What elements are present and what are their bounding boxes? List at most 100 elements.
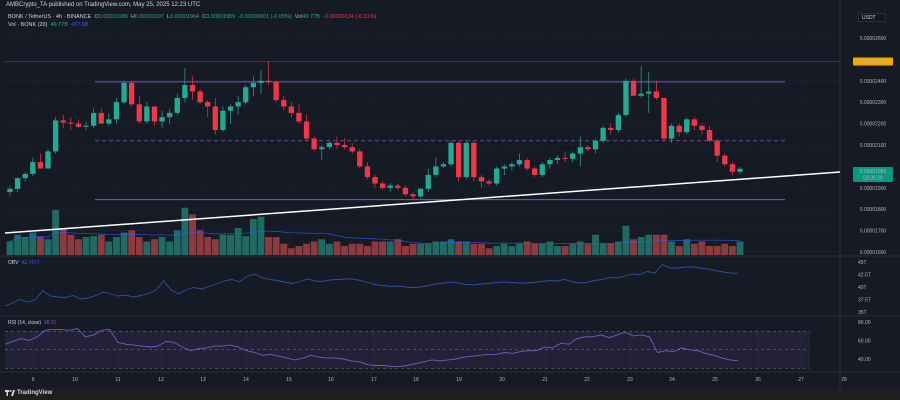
candle-body[interactable]	[68, 122, 74, 124]
candle-body[interactable]	[395, 185, 401, 188]
candle-body[interactable]	[250, 82, 256, 88]
candle-body[interactable]	[699, 125, 705, 131]
candle-body[interactable]	[737, 168, 743, 172]
candle-body[interactable]	[714, 140, 720, 156]
candle-body[interactable]	[106, 119, 112, 124]
candle-body[interactable]	[98, 112, 104, 124]
candle-body[interactable]	[638, 93, 644, 96]
candle-body[interactable]	[547, 159, 553, 165]
candle-body[interactable]	[326, 142, 333, 148]
candle-body[interactable]	[281, 100, 287, 107]
candle-body[interactable]	[52, 120, 59, 152]
candle-body[interactable]	[129, 82, 135, 105]
candle-body[interactable]	[516, 159, 523, 165]
candle-body[interactable]	[608, 127, 614, 131]
candle-body[interactable]	[410, 194, 416, 197]
candle-body[interactable]	[630, 80, 637, 96]
candle-body[interactable]	[417, 188, 424, 197]
candle-body[interactable]	[509, 164, 515, 167]
candle-body[interactable]	[75, 123, 82, 127]
candle-body[interactable]	[167, 112, 173, 118]
candle-body[interactable]	[722, 155, 728, 165]
candle-body[interactable]	[494, 168, 500, 184]
candle-body[interactable]	[212, 106, 218, 131]
tradingview-logo[interactable]: TradingView	[5, 390, 52, 396]
candle-body[interactable]	[676, 125, 682, 133]
candle-body[interactable]	[585, 147, 591, 150]
candle-body[interactable]	[554, 157, 561, 160]
candle-body[interactable]	[668, 125, 675, 139]
candle-body[interactable]	[478, 177, 485, 182]
candle-body[interactable]	[90, 112, 97, 126]
high-price-label[interactable]	[853, 57, 893, 66]
candle-body[interactable]	[600, 127, 606, 141]
candle-body[interactable]	[83, 125, 89, 127]
candle-body[interactable]	[205, 102, 211, 107]
candle-body[interactable]	[646, 91, 652, 94]
candle-body[interactable]	[121, 82, 127, 103]
candle-body[interactable]	[706, 130, 713, 141]
candle-body[interactable]	[37, 162, 44, 169]
candle-body[interactable]	[151, 106, 158, 122]
candle-body[interactable]	[197, 91, 203, 103]
candle-body[interactable]	[455, 142, 462, 178]
candle-body[interactable]	[319, 147, 325, 150]
candle-body[interactable]	[577, 147, 583, 154]
candle-body[interactable]	[303, 121, 310, 139]
candle-body[interactable]	[220, 110, 226, 131]
candle-body[interactable]	[288, 106, 295, 113]
candle-body[interactable]	[22, 173, 28, 179]
candle-body[interactable]	[182, 85, 188, 98]
candle-body[interactable]	[729, 164, 736, 172]
candle-body[interactable]	[661, 97, 667, 139]
candle-body[interactable]	[623, 80, 629, 116]
candle-body[interactable]	[539, 164, 545, 175]
candle-body[interactable]	[615, 115, 621, 131]
candle-body[interactable]	[433, 166, 439, 175]
candle-body[interactable]	[570, 153, 576, 159]
trendline[interactable]	[4, 171, 841, 234]
candle-body[interactable]	[7, 188, 13, 193]
candle-body[interactable]	[349, 147, 355, 152]
candle-body[interactable]	[562, 157, 568, 159]
candle-body[interactable]	[379, 183, 386, 188]
candle-body[interactable]	[113, 102, 120, 120]
candle-body[interactable]	[486, 181, 492, 184]
candle-body[interactable]	[463, 142, 469, 178]
candle-body[interactable]	[311, 138, 317, 150]
candle-body[interactable]	[258, 80, 264, 83]
candle-body[interactable]	[425, 174, 431, 189]
candle-body[interactable]	[341, 145, 348, 148]
candle-body[interactable]	[14, 178, 21, 189]
candle-body[interactable]	[691, 119, 698, 126]
currency-badge[interactable]: USDT	[858, 13, 886, 22]
candle-body[interactable]	[273, 81, 279, 101]
candle-body[interactable]	[136, 104, 142, 122]
candle-body[interactable]	[532, 168, 538, 175]
candle-body[interactable]	[440, 164, 447, 167]
candle-body[interactable]	[387, 185, 393, 188]
candle-body[interactable]	[501, 166, 507, 169]
candle-body[interactable]	[471, 142, 477, 178]
candle-body[interactable]	[227, 106, 234, 111]
candle-body[interactable]	[60, 120, 66, 123]
candle-body[interactable]	[592, 140, 599, 150]
rsi-label[interactable]: RSI (14, close)	[8, 320, 42, 326]
candle-body[interactable]	[45, 151, 51, 169]
candle-body[interactable]	[524, 159, 530, 169]
candle-body[interactable]	[364, 166, 371, 178]
candle-body[interactable]	[653, 91, 660, 98]
candle-body[interactable]	[243, 87, 249, 103]
candle-body[interactable]	[265, 80, 272, 82]
candle-body[interactable]	[684, 119, 690, 133]
candle-body[interactable]	[334, 142, 340, 145]
candle-body[interactable]	[372, 177, 378, 184]
candle-body[interactable]	[357, 151, 363, 167]
candle-body[interactable]	[174, 97, 180, 113]
candle-body[interactable]	[402, 187, 409, 195]
candle-body[interactable]	[448, 142, 454, 165]
obv-label[interactable]: OBV	[8, 260, 19, 266]
candle-body[interactable]	[30, 162, 36, 174]
candle-body[interactable]	[235, 102, 241, 107]
candle-body[interactable]	[144, 106, 150, 122]
